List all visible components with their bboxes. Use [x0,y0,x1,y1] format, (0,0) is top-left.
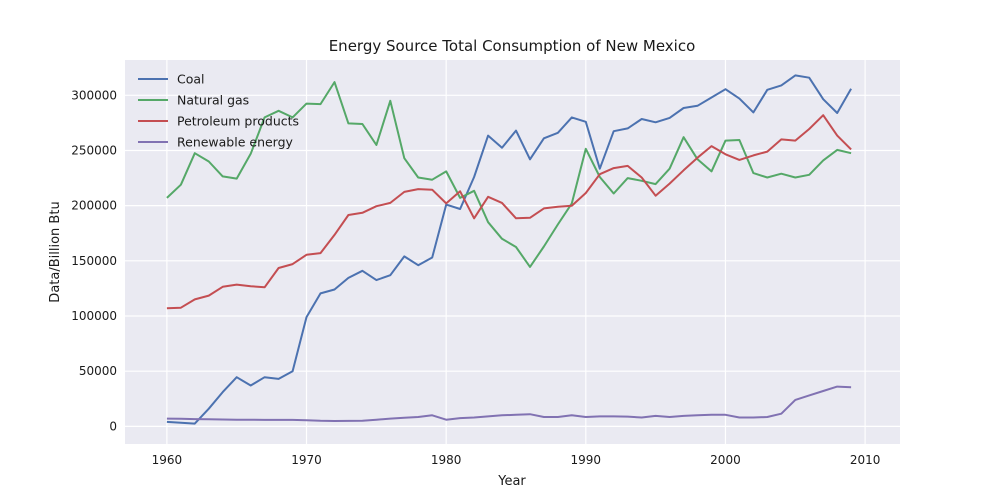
y-tick-label: 300000 [71,88,117,102]
series-line-coal [166,74,852,425]
y-tick-label: 100000 [71,309,117,323]
x-axis-label: Year [497,474,526,489]
legend-label-petroleum-products: Petroleum products [177,114,299,129]
y-tick-label: 150000 [71,254,117,268]
y-tick-labels: 0 50000 100000 150000 200000 250000 300000 [71,88,117,433]
x-tick-label: 1960 [152,453,183,467]
series-line-renewable-energy [166,385,852,422]
legend-label-natural-gas: Natural gas [177,93,249,108]
series-line-petroleum-products [166,114,852,310]
plot-background [125,60,900,444]
x-tick-label: 1990 [571,453,602,467]
legend: Coal Natural gas Petroleum products Renewab… [138,72,299,150]
x-tick-label: 2010 [850,453,881,467]
grid-lines [125,60,900,444]
y-tick-label: 200000 [71,199,117,213]
y-tick-label: 0 [109,419,117,433]
y-axis-label: Data/Billion Btu [48,201,63,302]
legend-label-coal: Coal [177,72,205,87]
chart-title: Energy Source Total Consumption of New M… [329,37,696,55]
x-tick-labels: 1960 1970 1980 1990 2000 2010 [152,453,881,467]
series-line-natural-gas [166,81,852,268]
legend-label-renewable-energy: Renewable energy [177,135,294,150]
x-tick-label: 1980 [431,453,462,467]
series-lines [166,74,852,425]
x-tick-label: 1970 [291,453,322,467]
x-tick-label: 2000 [710,453,741,467]
y-tick-label: 50000 [79,364,117,378]
y-tick-label: 250000 [71,143,117,157]
